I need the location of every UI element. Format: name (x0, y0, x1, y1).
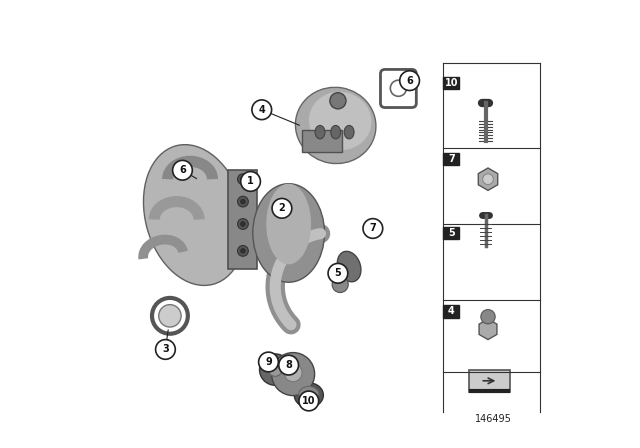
Circle shape (237, 196, 248, 207)
Circle shape (330, 93, 346, 109)
Circle shape (272, 198, 292, 218)
Circle shape (159, 305, 181, 327)
Circle shape (269, 363, 282, 376)
FancyBboxPatch shape (469, 370, 509, 392)
Circle shape (173, 160, 192, 180)
Circle shape (332, 276, 348, 293)
Text: 10: 10 (445, 78, 458, 88)
Circle shape (284, 364, 302, 382)
Circle shape (237, 246, 248, 256)
Circle shape (241, 199, 245, 204)
Circle shape (241, 222, 245, 226)
Circle shape (237, 219, 248, 229)
Circle shape (260, 354, 291, 385)
FancyBboxPatch shape (443, 305, 460, 318)
Text: 5: 5 (335, 268, 341, 278)
Text: 4: 4 (259, 105, 265, 115)
Text: 6: 6 (406, 76, 413, 86)
Text: 4: 4 (448, 306, 454, 316)
Ellipse shape (331, 125, 340, 139)
Text: 10: 10 (302, 396, 316, 406)
Ellipse shape (294, 383, 323, 408)
Circle shape (400, 71, 419, 90)
FancyBboxPatch shape (302, 130, 342, 152)
Circle shape (241, 172, 260, 191)
Text: 2: 2 (278, 203, 285, 213)
Text: 146495: 146495 (475, 414, 512, 424)
Ellipse shape (299, 386, 319, 402)
Ellipse shape (253, 184, 324, 282)
FancyBboxPatch shape (228, 170, 257, 269)
Ellipse shape (344, 125, 354, 139)
Text: 5: 5 (448, 228, 454, 238)
Circle shape (156, 340, 175, 359)
Circle shape (252, 100, 271, 120)
Circle shape (328, 263, 348, 283)
Circle shape (241, 249, 245, 253)
Ellipse shape (315, 125, 325, 139)
Text: 7: 7 (369, 224, 376, 233)
Ellipse shape (309, 92, 371, 150)
Circle shape (241, 177, 245, 181)
Circle shape (237, 174, 248, 185)
FancyBboxPatch shape (443, 227, 460, 239)
Circle shape (390, 80, 406, 96)
Text: 7: 7 (448, 154, 454, 164)
Text: 3: 3 (162, 345, 169, 354)
Text: 6: 6 (179, 165, 186, 175)
FancyBboxPatch shape (443, 77, 460, 89)
Ellipse shape (337, 251, 361, 282)
Circle shape (299, 391, 319, 411)
FancyBboxPatch shape (443, 153, 460, 165)
Ellipse shape (296, 87, 376, 164)
Ellipse shape (143, 145, 246, 285)
Circle shape (279, 355, 298, 375)
Circle shape (483, 174, 493, 185)
Circle shape (271, 353, 315, 396)
Circle shape (481, 310, 495, 324)
Circle shape (259, 352, 278, 372)
Ellipse shape (266, 184, 311, 264)
Text: 8: 8 (285, 360, 292, 370)
Text: 9: 9 (265, 357, 272, 367)
Circle shape (363, 219, 383, 238)
Text: 1: 1 (247, 177, 254, 186)
